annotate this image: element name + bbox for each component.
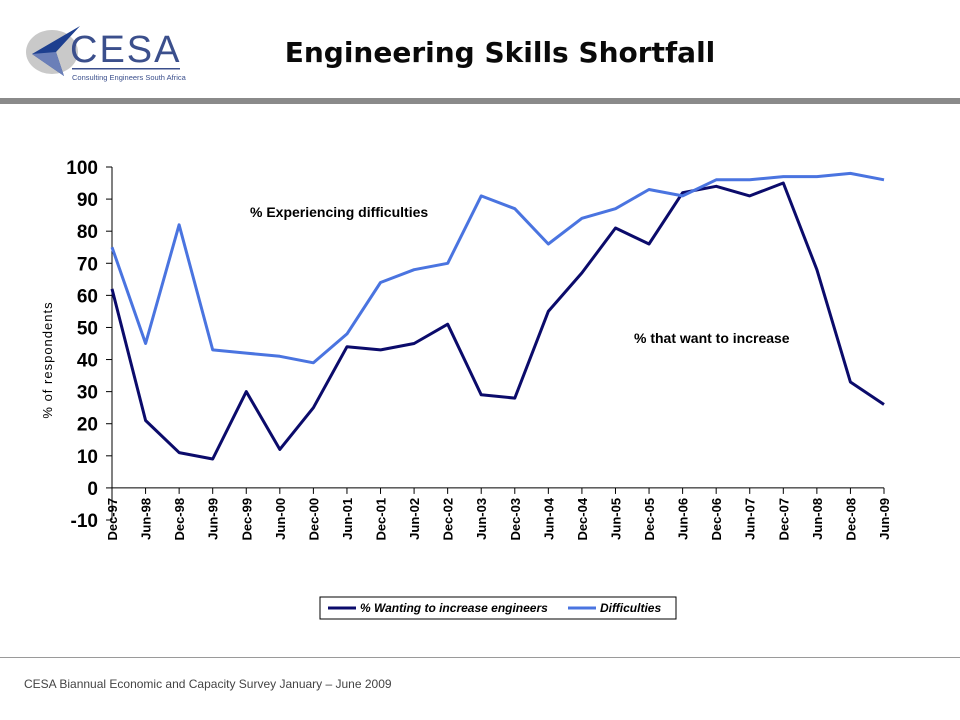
x-tick-label: Dec-97 bbox=[105, 498, 120, 541]
x-tick-label: Dec-03 bbox=[508, 498, 523, 541]
x-tick-label: Dec-08 bbox=[843, 498, 858, 541]
footer-divider bbox=[0, 657, 960, 658]
legend-label-difficulties: Difficulties bbox=[600, 601, 661, 615]
y-tick-label: 40 bbox=[77, 351, 98, 372]
logo-arrow-icon bbox=[32, 26, 80, 76]
legend-box bbox=[319, 596, 677, 620]
x-tick-label: Jun-06 bbox=[676, 498, 691, 540]
series-lines bbox=[110, 171, 885, 461]
chart-legend: % Wanting to increase engineers Difficul… bbox=[319, 596, 677, 620]
y-tick-label: 80 bbox=[77, 222, 98, 243]
y-tick-label: -10 bbox=[71, 511, 98, 532]
legend-label-wanting: % Wanting to increase engineers bbox=[360, 601, 548, 615]
x-tick-label: Jun-00 bbox=[273, 498, 288, 540]
y-tick-label: 100 bbox=[66, 158, 98, 179]
y-tick-label: 50 bbox=[77, 318, 98, 339]
x-tick-label: Jun-09 bbox=[877, 498, 892, 540]
x-tick-label: Dec-99 bbox=[239, 498, 254, 541]
x-tick-label: Dec-05 bbox=[642, 498, 657, 541]
x-tick-label: Dec-02 bbox=[441, 498, 456, 541]
y-tick-label: 90 bbox=[77, 190, 98, 211]
cesa-logo-graphic: CESA Consulting Engineers South Africa bbox=[26, 26, 187, 82]
y-tick-labels: -10 0 10 20 30 40 50 60 70 80 90 100 bbox=[66, 158, 98, 532]
y-tick-label: 30 bbox=[77, 383, 98, 404]
x-tick-label: Jun-01 bbox=[340, 498, 355, 540]
x-tick-label: Jun-03 bbox=[474, 498, 489, 540]
x-tick-label: Dec-98 bbox=[172, 498, 187, 541]
y-tick-label: 70 bbox=[77, 254, 98, 275]
series-line-difficulties bbox=[110, 171, 885, 365]
footer-text: CESA Biannual Economic and Capacity Surv… bbox=[24, 677, 392, 691]
x-tick-label: Dec-01 bbox=[374, 498, 389, 541]
x-tick-labels: Dec-97 Jun-98 Dec-98 Jun-99 Dec-99 Jun-00 Dec-… bbox=[105, 497, 892, 540]
x-tick-label: Dec-07 bbox=[776, 498, 791, 541]
y-tick-label: 20 bbox=[77, 415, 98, 436]
x-tick-label: Jun-04 bbox=[541, 497, 556, 540]
series-line-wanting bbox=[110, 181, 885, 461]
x-tick-label: Dec-06 bbox=[709, 498, 724, 541]
x-tick-label: Jun-07 bbox=[743, 498, 758, 540]
annotation-want-increase: % that want to increase bbox=[634, 330, 790, 346]
chart-axes bbox=[106, 166, 885, 521]
x-tick-label: Jun-05 bbox=[608, 498, 623, 540]
y-tick-label: 0 bbox=[87, 479, 98, 500]
y-axis-label: % of respondents bbox=[40, 301, 55, 418]
x-tick-label: Dec-00 bbox=[306, 498, 321, 541]
x-tick-label: Jun-08 bbox=[810, 498, 825, 540]
logo-subtext: Consulting Engineers South Africa bbox=[72, 73, 187, 82]
header-divider bbox=[0, 98, 960, 104]
y-tick-label: 60 bbox=[77, 286, 98, 307]
annotation-difficulties: % Experiencing difficulties bbox=[250, 204, 428, 220]
x-tick-label: Jun-99 bbox=[206, 498, 221, 540]
logo-wordmark: CESA bbox=[70, 29, 181, 71]
x-tick-label: Jun-02 bbox=[407, 498, 422, 540]
cesa-logo: CESA Consulting Engineers South Africa bbox=[22, 18, 190, 96]
y-tick-label: 10 bbox=[77, 447, 98, 468]
x-tick-label: Dec-04 bbox=[575, 497, 590, 540]
x-tick-label: Jun-98 bbox=[139, 498, 154, 540]
page-title: Engineering Skills Shortfall bbox=[284, 36, 716, 69]
